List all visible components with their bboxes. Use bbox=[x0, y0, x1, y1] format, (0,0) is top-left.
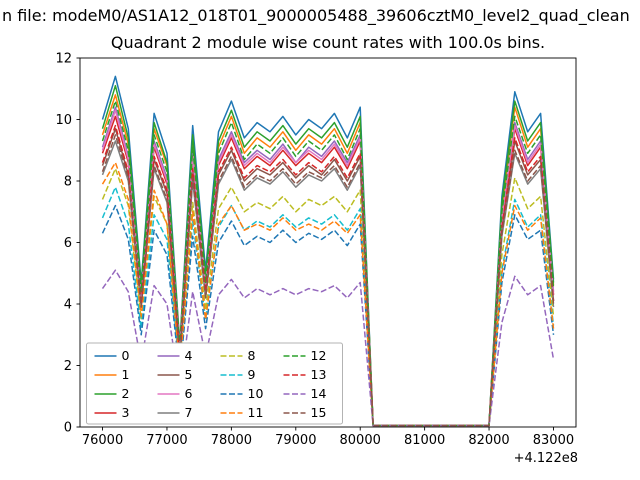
legend-item-label-14: 14 bbox=[311, 386, 327, 401]
legend-item-label-9: 9 bbox=[248, 367, 256, 382]
axes-title: Quadrant 2 module wise count rates with … bbox=[110, 33, 546, 52]
legend-item-label-13: 13 bbox=[311, 367, 327, 382]
legend-item-label-8: 8 bbox=[248, 348, 256, 363]
series-line-12 bbox=[101, 100, 555, 427]
x-tick-label: 82000 bbox=[468, 433, 509, 448]
legend-item-label-15: 15 bbox=[311, 405, 327, 420]
legend-item-label-2: 2 bbox=[122, 386, 130, 401]
y-tick-label: 0 bbox=[64, 421, 72, 436]
y-tick-label: 4 bbox=[64, 298, 72, 313]
legend-item-label-0: 0 bbox=[122, 348, 130, 363]
y-tick-label: 2 bbox=[64, 359, 72, 374]
legend-item-label-6: 6 bbox=[185, 386, 193, 401]
figure-suptitle: n file: modeM0/AS1A12_018T01_9000005488_… bbox=[2, 6, 630, 25]
x-tick-label: 80000 bbox=[340, 433, 381, 448]
x-tick-label: 79000 bbox=[275, 433, 316, 448]
y-tick-label: 10 bbox=[55, 113, 72, 128]
y-tick-label: 8 bbox=[64, 175, 72, 190]
series-line-15 bbox=[101, 134, 555, 427]
legend-item-label-5: 5 bbox=[185, 367, 193, 382]
x-tick-label: 76000 bbox=[82, 433, 123, 448]
y-tick-label: 6 bbox=[64, 236, 72, 251]
legend-item-label-3: 3 bbox=[122, 405, 130, 420]
legend-item-label-11: 11 bbox=[248, 405, 264, 420]
legend-item-label-4: 4 bbox=[185, 348, 193, 363]
legend-box bbox=[86, 342, 343, 425]
x-tick-label: 77000 bbox=[146, 433, 187, 448]
legend-item-label-10: 10 bbox=[248, 386, 264, 401]
x-tick-label: 81000 bbox=[404, 433, 445, 448]
x-tick-label: 78000 bbox=[211, 433, 252, 448]
legend-item-label-7: 7 bbox=[185, 405, 193, 420]
x-tick-label: 83000 bbox=[533, 433, 574, 448]
x-axis-offset-label: +4.122e8 bbox=[513, 451, 578, 466]
legend-item-label-12: 12 bbox=[311, 348, 327, 363]
legend-item-label-1: 1 bbox=[122, 367, 130, 382]
y-tick-label: 12 bbox=[55, 52, 72, 67]
